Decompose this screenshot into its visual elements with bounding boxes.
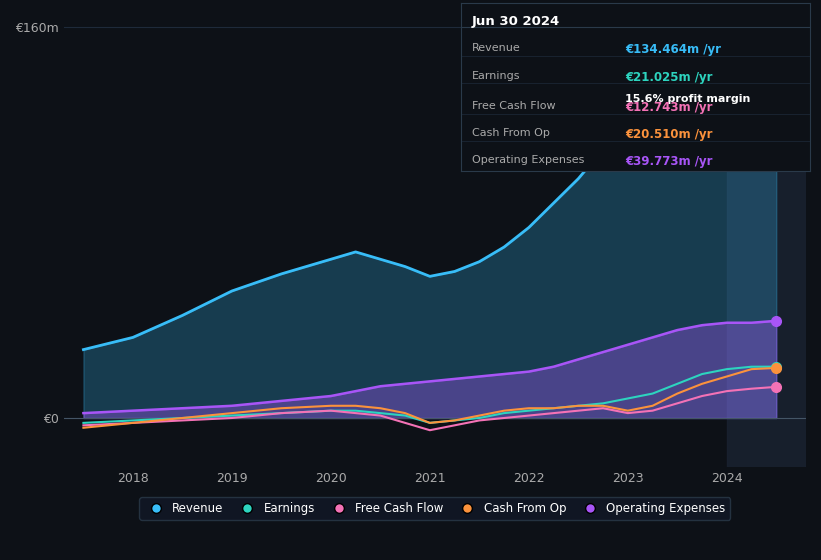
Text: €12.743m /yr: €12.743m /yr bbox=[626, 101, 713, 114]
Text: €20.510m /yr: €20.510m /yr bbox=[626, 128, 713, 141]
Bar bbox=[727, 15, 806, 467]
Text: Revenue: Revenue bbox=[472, 43, 521, 53]
Text: Earnings: Earnings bbox=[472, 71, 521, 81]
Text: €21.025m /yr: €21.025m /yr bbox=[626, 71, 713, 84]
Text: €134.464m /yr: €134.464m /yr bbox=[626, 43, 722, 56]
Text: Operating Expenses: Operating Expenses bbox=[472, 155, 585, 165]
Text: Jun 30 2024: Jun 30 2024 bbox=[472, 15, 560, 27]
Text: Cash From Op: Cash From Op bbox=[472, 128, 550, 138]
Text: Free Cash Flow: Free Cash Flow bbox=[472, 101, 556, 111]
Legend: Revenue, Earnings, Free Cash Flow, Cash From Op, Operating Expenses: Revenue, Earnings, Free Cash Flow, Cash … bbox=[140, 497, 731, 520]
Text: 15.6% profit margin: 15.6% profit margin bbox=[626, 94, 750, 104]
Text: €39.773m /yr: €39.773m /yr bbox=[626, 155, 713, 168]
